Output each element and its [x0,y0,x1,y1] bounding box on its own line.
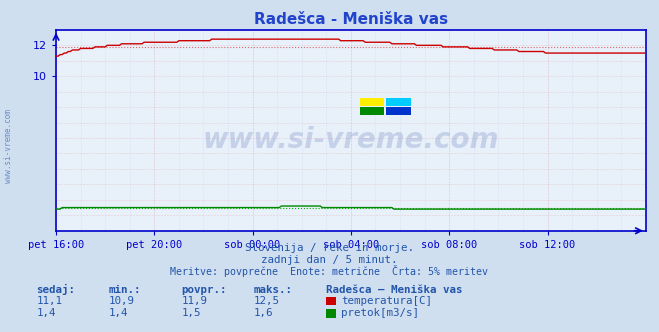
Bar [360,98,384,106]
Text: 10,9: 10,9 [109,296,134,306]
Text: pretok[m3/s]: pretok[m3/s] [341,308,419,318]
Text: Slovenija / reke in morje.: Slovenija / reke in morje. [245,243,414,253]
Text: min.:: min.: [109,285,141,295]
Text: Radešca – Meniška vas: Radešca – Meniška vas [326,285,463,295]
Text: www.si-vreme.com: www.si-vreme.com [4,109,13,183]
Text: 1,5: 1,5 [181,308,201,318]
Text: 1,4: 1,4 [109,308,129,318]
Title: Radešca - Meniška vas: Radešca - Meniška vas [254,12,448,27]
Text: 1,4: 1,4 [36,308,56,318]
Text: 11,9: 11,9 [181,296,207,306]
Text: povpr.:: povpr.: [181,285,227,295]
Bar [386,98,411,106]
Text: Meritve: povprečne  Enote: metrične  Črta: 5% meritev: Meritve: povprečne Enote: metrične Črta:… [171,265,488,277]
Text: www.si-vreme.com: www.si-vreme.com [203,126,499,154]
Text: 11,1: 11,1 [36,296,62,306]
Bar [386,107,411,115]
Text: zadnji dan / 5 minut.: zadnji dan / 5 minut. [261,255,398,265]
Text: 1,6: 1,6 [254,308,273,318]
Text: sedaj:: sedaj: [36,284,75,295]
Text: maks.:: maks.: [254,285,293,295]
Text: 12,5: 12,5 [254,296,279,306]
Bar [360,107,384,115]
Text: temperatura[C]: temperatura[C] [341,296,432,306]
